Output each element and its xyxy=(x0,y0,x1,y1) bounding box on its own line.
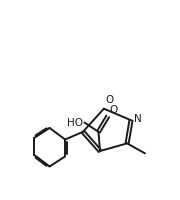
Text: O: O xyxy=(105,95,114,105)
Text: N: N xyxy=(134,114,142,124)
Text: HO: HO xyxy=(67,118,83,128)
Text: O: O xyxy=(109,105,118,115)
